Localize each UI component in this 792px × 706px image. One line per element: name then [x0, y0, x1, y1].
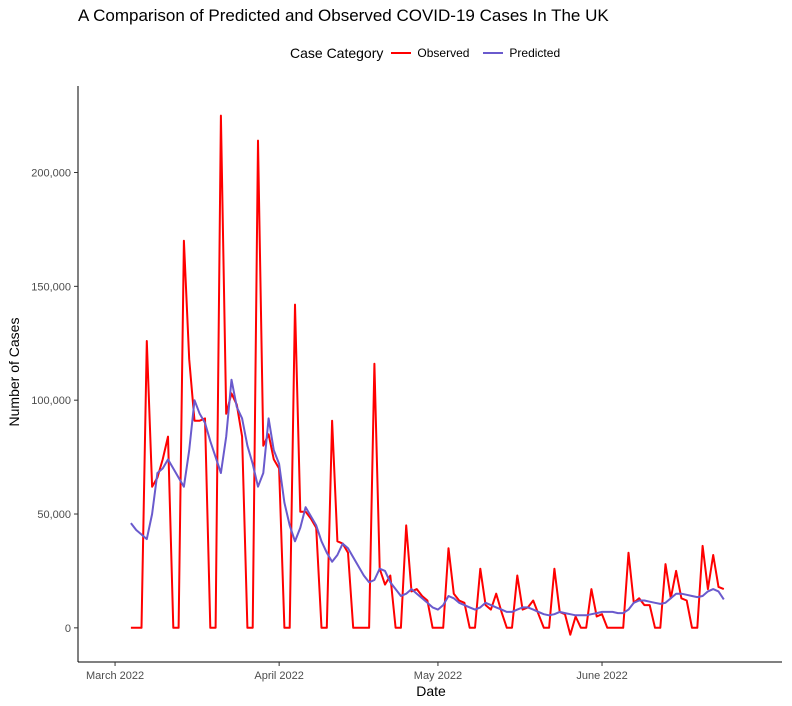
legend-title: Case Category: [290, 45, 384, 61]
chart-title: A Comparison of Predicted and Observed C…: [78, 6, 609, 25]
legend-item-observed: Observed: [391, 46, 469, 60]
series-lines: [130, 114, 725, 636]
legend-key-observed: [391, 52, 412, 54]
legend: Case Category Observed Predicted: [290, 44, 574, 62]
y-tick-label: 0: [65, 623, 71, 635]
x-axis-label: Date: [416, 683, 446, 699]
series-line-predicted: [130, 378, 725, 617]
legend-label-predicted: Predicted: [509, 46, 561, 60]
y-tick-label: 50,000: [37, 509, 71, 521]
axes: 0 50,000 100,000 150,000 200,000 March 2022 Ap…: [31, 86, 782, 682]
x-tick-label: March 2022: [86, 670, 144, 682]
y-tick-label: 100,000: [31, 395, 71, 407]
y-axis-label: Number of Cases: [6, 318, 22, 427]
x-tick-label: May 2022: [414, 670, 462, 682]
series-line-observed: [130, 114, 725, 636]
legend-label-observed: Observed: [417, 46, 470, 60]
legend-item-predicted: Predicted: [483, 46, 560, 60]
y-tick-label: 150,000: [31, 281, 71, 293]
legend-key-predicted: [483, 52, 504, 54]
x-tick-label: April 2022: [254, 670, 304, 682]
y-tick-label: 200,000: [31, 168, 71, 180]
x-tick-label: June 2022: [576, 670, 627, 682]
